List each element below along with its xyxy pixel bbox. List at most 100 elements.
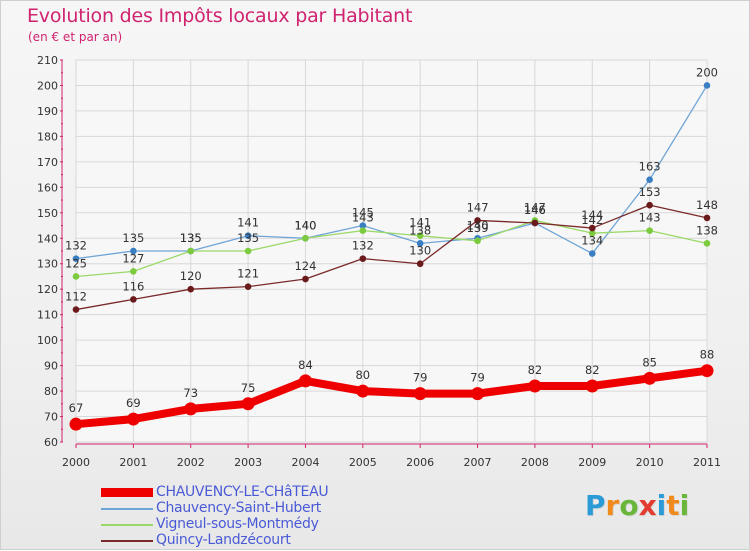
x-tick-label: 2009 <box>578 456 606 469</box>
series-0 <box>69 364 714 431</box>
data-point <box>130 296 137 303</box>
data-label: 132 <box>352 239 374 253</box>
data-label: 134 <box>581 234 603 248</box>
logo-letter: o <box>619 489 639 522</box>
axes: 60 70 80 90 100 110 120 130 140 150 160 170 180 190 20… <box>37 54 721 469</box>
data-point <box>359 222 367 229</box>
data-point <box>69 417 83 431</box>
data-label: 144 <box>581 208 603 222</box>
data-point <box>703 240 711 247</box>
data-label: 141 <box>409 216 431 230</box>
data-label: 147 <box>524 200 546 214</box>
labels-series-2: 125 127 135 135 140 143 141 139 147 142 143 138 <box>65 200 718 270</box>
series-line <box>72 366 711 429</box>
y-tick-label: 190 <box>37 105 58 118</box>
labels-series-0: 67 69 73 75 84 80 79 79 82 82 85 88 <box>69 348 715 415</box>
data-label: 140 <box>294 218 316 232</box>
data-point <box>72 306 80 313</box>
data-point <box>416 260 424 268</box>
data-point <box>585 379 599 393</box>
data-point <box>130 268 137 275</box>
legend-swatch <box>101 524 153 526</box>
legend-swatch <box>101 508 153 510</box>
data-label: 120 <box>180 269 202 283</box>
data-label: 139 <box>467 221 489 235</box>
data-label: 73 <box>183 386 198 400</box>
data-point <box>646 201 653 209</box>
legend-swatch <box>101 488 153 497</box>
legend-label: Chauvency-Saint-Hubert <box>156 500 321 516</box>
data-point <box>646 227 653 234</box>
data-point <box>72 273 80 280</box>
data-point <box>474 237 481 245</box>
data-label: 135 <box>237 231 259 245</box>
logo-letter: i <box>656 489 667 522</box>
data-label: 141 <box>237 216 259 230</box>
x-tick-label: 2002 <box>177 456 205 469</box>
data-point <box>646 176 653 183</box>
logo-letter: P <box>585 489 606 522</box>
data-point <box>531 219 539 227</box>
y-tick-label: 110 <box>37 309 58 322</box>
data-point <box>588 250 596 257</box>
data-point <box>126 412 140 426</box>
x-tick-label: 2006 <box>406 456 434 469</box>
data-label: 75 <box>241 381 256 395</box>
data-label: 130 <box>409 244 431 258</box>
y-tick-label: 60 <box>44 436 58 449</box>
data-label: 80 <box>355 368 370 382</box>
y-tick-label: 170 <box>37 156 58 169</box>
legend-label: Vigneul-sous-Montmédy <box>156 516 319 532</box>
data-label: 135 <box>180 231 202 245</box>
legend-swatch <box>101 540 153 542</box>
data-point <box>528 379 542 393</box>
data-point <box>416 232 424 240</box>
data-label: 125 <box>65 256 87 270</box>
data-label: 138 <box>696 223 718 237</box>
x-tick-label: 2000 <box>62 456 90 469</box>
data-label: 200 <box>696 65 718 79</box>
data-label: 79 <box>470 371 485 385</box>
data-label: 135 <box>180 231 202 245</box>
data-label: 82 <box>528 363 543 377</box>
data-label: 145 <box>352 206 374 220</box>
data-label: 84 <box>298 358 313 372</box>
chart-subtitle: (en € et par an) <box>28 30 123 44</box>
data-point <box>302 275 309 283</box>
data-point <box>356 384 370 398</box>
x-tick-label: 2010 <box>636 456 664 469</box>
chart-title: Evolution des Impôts locaux par Habitant <box>27 5 413 27</box>
data-label: 147 <box>467 200 489 214</box>
logo-letter: i <box>679 489 690 522</box>
series-line <box>75 219 708 278</box>
data-point <box>302 234 309 242</box>
data-label: 116 <box>122 279 144 293</box>
y-tick-label: 120 <box>37 283 58 296</box>
data-point <box>474 217 481 224</box>
proxiti-logo: Proxiti <box>585 489 689 522</box>
data-label: 143 <box>352 211 374 225</box>
legend-label: Quincy-Landzécourt <box>156 532 291 548</box>
x-tick-label: 2001 <box>119 456 147 469</box>
y-tick-label: 200 <box>37 79 58 92</box>
series-lines <box>69 82 714 431</box>
series-line <box>75 84 708 260</box>
y-tick-label: 210 <box>37 54 58 67</box>
logo-letter: t <box>666 489 680 522</box>
series-2 <box>72 217 711 280</box>
data-point <box>130 247 137 255</box>
y-tick-label: 90 <box>44 360 58 373</box>
data-label: 82 <box>585 363 600 377</box>
data-label: 135 <box>122 231 144 245</box>
data-label: 138 <box>409 223 431 237</box>
data-point <box>703 214 711 222</box>
logo-letter: r <box>605 489 620 522</box>
data-point <box>359 255 367 262</box>
data-label: 88 <box>700 348 715 362</box>
y-tick-label: 80 <box>44 385 58 398</box>
y-tick-label: 160 <box>37 181 58 194</box>
data-point <box>413 387 427 401</box>
